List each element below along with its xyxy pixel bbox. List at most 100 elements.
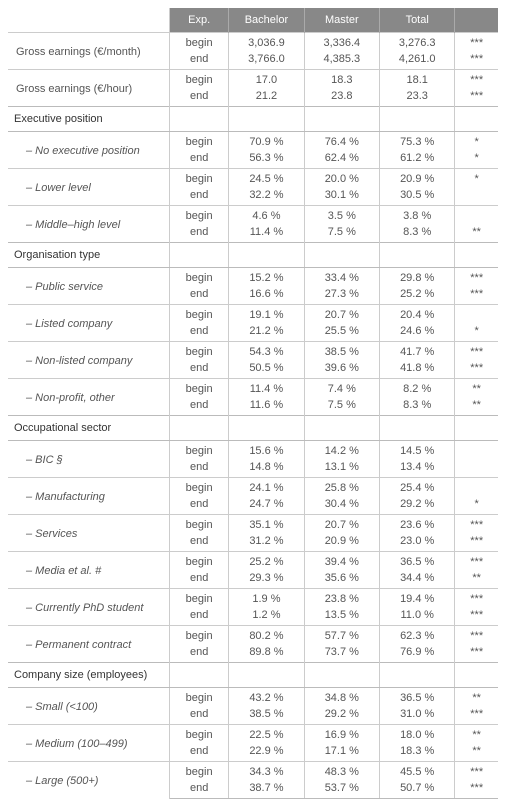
- cell: 24.6 %: [380, 323, 455, 342]
- cell-sig: ***: [455, 70, 498, 89]
- cell: 23.8 %: [304, 589, 379, 608]
- table-row: – Lower levelbegin24.5 %20.0 %20.9 %*: [8, 169, 498, 188]
- cell: 62.4 %: [304, 150, 379, 169]
- cell: 56.3 %: [229, 150, 304, 169]
- cell: 23.6 %: [380, 515, 455, 534]
- cell: 25.5 %: [304, 323, 379, 342]
- exp-begin: begin: [170, 515, 229, 534]
- cell: 76.4 %: [304, 132, 379, 151]
- exp-end: end: [170, 397, 229, 416]
- table-row: – Currently PhD studentbegin1.9 %23.8 %1…: [8, 589, 498, 608]
- cell: 20.9 %: [380, 169, 455, 188]
- exp-end: end: [170, 323, 229, 342]
- section-row: Executive position: [8, 107, 498, 132]
- cell: 36.5 %: [380, 688, 455, 707]
- cell: 89.8 %: [229, 644, 304, 663]
- exp-end: end: [170, 187, 229, 206]
- header-total: Total: [380, 8, 455, 33]
- row-label: – Manufacturing: [8, 478, 170, 515]
- exp-end: end: [170, 459, 229, 478]
- cell: 14.5 %: [380, 441, 455, 460]
- cell-sig: ***: [455, 762, 498, 781]
- cell-sig: **: [455, 379, 498, 398]
- table-row: – Middle–high levelbegin4.6 %3.5 %3.8 %: [8, 206, 498, 225]
- cell: 61.2 %: [380, 150, 455, 169]
- cell: 75.3 %: [380, 132, 455, 151]
- cell: 38.5 %: [304, 342, 379, 361]
- exp-begin: begin: [170, 305, 229, 324]
- section-row: Company size (employees): [8, 663, 498, 688]
- cell: 25.2 %: [229, 552, 304, 571]
- cell-sig: **: [455, 570, 498, 589]
- cell-sig: ***: [455, 626, 498, 645]
- section-title: Occupational sector: [8, 416, 170, 441]
- cell: 48.3 %: [304, 762, 379, 781]
- cell: 20.7 %: [304, 305, 379, 324]
- header-row: Exp. Bachelor Master Total: [8, 8, 498, 33]
- exp-end: end: [170, 743, 229, 762]
- cell: 18.3: [304, 70, 379, 89]
- exp-begin: begin: [170, 725, 229, 744]
- cell: 7.5 %: [304, 224, 379, 243]
- row-label: – BIC §: [8, 441, 170, 478]
- cell: 4,385.3: [304, 51, 379, 70]
- table-row: Gross earnings (€/month)begin3,036.93,33…: [8, 33, 498, 52]
- cell: 18.0 %: [380, 725, 455, 744]
- cell: 16.9 %: [304, 725, 379, 744]
- cell: 34.3 %: [229, 762, 304, 781]
- cell: 35.1 %: [229, 515, 304, 534]
- section-row: Organisation type: [8, 243, 498, 268]
- cell: 13.4 %: [380, 459, 455, 478]
- cell-sig: ***: [455, 515, 498, 534]
- cell: 22.5 %: [229, 725, 304, 744]
- cell: 23.8: [304, 88, 379, 107]
- cell: 35.6 %: [304, 570, 379, 589]
- exp-end: end: [170, 150, 229, 169]
- cell-sig: ***: [455, 780, 498, 799]
- cell: 23.0 %: [380, 533, 455, 552]
- cell: 29.3 %: [229, 570, 304, 589]
- cell-sig: ***: [455, 589, 498, 608]
- cell: 30.5 %: [380, 187, 455, 206]
- exp-begin: begin: [170, 379, 229, 398]
- cell: 29.2 %: [380, 496, 455, 515]
- table-row: – Large (500+)begin34.3 %48.3 %45.5 %***: [8, 762, 498, 781]
- cell: 11.6 %: [229, 397, 304, 416]
- row-label: – Media et al. #: [8, 552, 170, 589]
- row-label: – Public service: [8, 268, 170, 305]
- cell-sig: ***: [455, 33, 498, 52]
- cell: 41.7 %: [380, 342, 455, 361]
- row-label: – Small (<100): [8, 688, 170, 725]
- cell-sig: [455, 478, 498, 497]
- exp-begin: begin: [170, 33, 229, 52]
- cell: 25.2 %: [380, 286, 455, 305]
- table-row: – No executive positionbegin70.9 %76.4 %…: [8, 132, 498, 151]
- cell-sig: **: [455, 725, 498, 744]
- cell: 18.3 %: [380, 743, 455, 762]
- row-label: – No executive position: [8, 132, 170, 169]
- cell: 24.1 %: [229, 478, 304, 497]
- table-row: – Public servicebegin15.2 %33.4 %29.8 %*…: [8, 268, 498, 287]
- exp-begin: begin: [170, 441, 229, 460]
- row-label: Gross earnings (€/hour): [8, 70, 170, 107]
- exp-begin: begin: [170, 589, 229, 608]
- cell: 8.2 %: [380, 379, 455, 398]
- cell: 29.2 %: [304, 706, 379, 725]
- exp-end: end: [170, 360, 229, 379]
- exp-begin: begin: [170, 268, 229, 287]
- row-label: – Lower level: [8, 169, 170, 206]
- cell: 30.1 %: [304, 187, 379, 206]
- row-label: – Large (500+): [8, 762, 170, 799]
- cell: 3.8 %: [380, 206, 455, 225]
- cell: 3,036.9: [229, 33, 304, 52]
- cell: 3,336.4: [304, 33, 379, 52]
- cell: 31.0 %: [380, 706, 455, 725]
- cell-sig: [455, 206, 498, 225]
- table-row: – Permanent contractbegin80.2 %57.7 %62.…: [8, 626, 498, 645]
- exp-begin: begin: [170, 132, 229, 151]
- cell: 38.5 %: [229, 706, 304, 725]
- cell: 20.7 %: [304, 515, 379, 534]
- cell: 30.4 %: [304, 496, 379, 515]
- cell-sig: *: [455, 132, 498, 151]
- exp-end: end: [170, 286, 229, 305]
